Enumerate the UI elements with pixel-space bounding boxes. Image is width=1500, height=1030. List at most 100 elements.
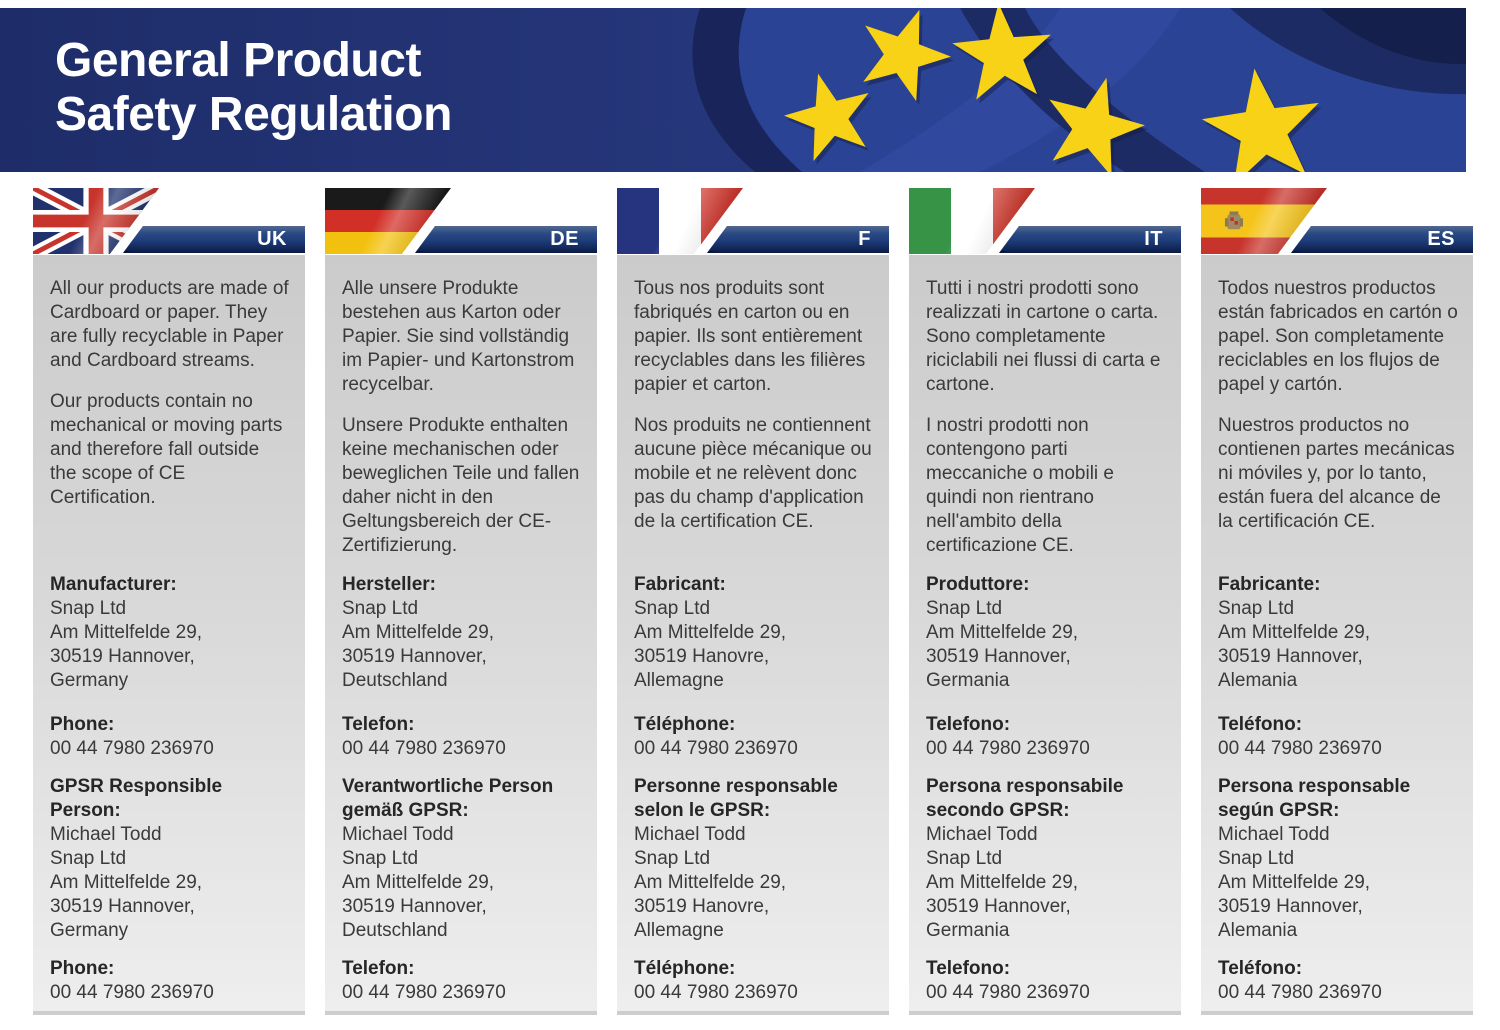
- ce-scope-paragraph-1: Unsere Produkte enthalten keine mechanis…: [342, 415, 580, 556]
- responsible-name-0: Michael Todd: [50, 824, 162, 845]
- phone-block-3: Telefono: 00 44 7980 236970: [926, 713, 1166, 761]
- responsible-city-3: 30519 Hannover,: [926, 896, 1071, 917]
- phone-block-2-0: Phone: 00 44 7980 236970: [50, 957, 290, 1005]
- responsible-company-4: Snap Ltd: [1218, 848, 1295, 869]
- info-panel-4: Todos nuestros productos están fabricado…: [1201, 255, 1473, 1015]
- country-panel-3: IT: [909, 188, 1181, 1015]
- responsible-city-2: 30519 Hanovre,: [634, 896, 770, 917]
- phone-block-2: Téléphone: 00 44 7980 236970: [634, 713, 874, 761]
- header-banner: General Product Safety Regulation: [0, 8, 1466, 172]
- responsible-name-1: Michael Todd: [342, 824, 454, 845]
- manufacturer-city-4: 30519 Hannover,: [1218, 646, 1363, 667]
- recyclability-paragraph-3: Tutti i nostri prodotti sono realizzati …: [926, 278, 1161, 395]
- manufacturer-label-2: Fabricant:: [634, 574, 726, 595]
- phone-label-3: Telefono:: [926, 714, 1011, 735]
- phone-value-2: 00 44 7980 236970: [634, 738, 798, 759]
- responsible-street-3: Am Mittelfelde 29,: [926, 872, 1079, 893]
- responsible-label-4: Persona responsable según GPSR:: [1218, 776, 1411, 821]
- phone2-label-3: Telefono:: [926, 958, 1011, 979]
- responsible-city-0: 30519 Hannover,: [50, 896, 195, 917]
- country-code-label-2: F: [858, 228, 871, 250]
- responsible-street-1: Am Mittelfelde 29,: [342, 872, 495, 893]
- phone-block-4: Teléfono: 00 44 7980 236970: [1218, 713, 1458, 761]
- manufacturer-name-2: Snap Ltd: [634, 598, 711, 619]
- responsible-country-0: Germany: [50, 920, 129, 941]
- info-panel-1: Alle unsere Produkte bestehen aus Karton…: [325, 255, 597, 1015]
- recyclability-paragraph-0: All our products are made of Cardboard o…: [50, 278, 289, 371]
- manufacturer-block-2: Fabricant: Snap Ltd Am Mittelfelde 29, 3…: [634, 573, 874, 693]
- manufacturer-city-1: 30519 Hannover,: [342, 646, 487, 667]
- country-tab-4: ES: [1276, 226, 1473, 253]
- responsible-name-3: Michael Todd: [926, 824, 1038, 845]
- manufacturer-street-2: Am Mittelfelde 29,: [634, 622, 787, 643]
- manufacturer-label-4: Fabricante:: [1218, 574, 1321, 595]
- phone2-value-3: 00 44 7980 236970: [926, 982, 1090, 1003]
- es-coat-of-arms: [1224, 211, 1243, 230]
- manufacturer-country-1: Deutschland: [342, 670, 448, 691]
- responsible-country-4: Alemania: [1218, 920, 1298, 941]
- phone-block-0: Phone: 00 44 7980 236970: [50, 713, 290, 761]
- responsible-city-4: 30519 Hannover,: [1218, 896, 1363, 917]
- manufacturer-country-3: Germania: [926, 670, 1010, 691]
- page-title-line1: General Product: [55, 34, 421, 87]
- phone2-value-1: 00 44 7980 236970: [342, 982, 506, 1003]
- phone-block-2-3: Telefono: 00 44 7980 236970: [926, 957, 1166, 1005]
- country-panel-2: F: [617, 188, 889, 1015]
- responsible-country-2: Allemagne: [634, 920, 724, 941]
- responsible-person-block-1: Verantwortliche Person gemäß GPSR: Micha…: [342, 775, 582, 943]
- flag-tab-header-0: UK: [33, 188, 305, 255]
- manufacturer-name-1: Snap Ltd: [342, 598, 419, 619]
- recyclability-paragraph-2: Tous nos produits sont fabriqués en cart…: [634, 278, 866, 395]
- country-panel-0: UK: [33, 188, 305, 1015]
- manufacturer-name-3: Snap Ltd: [926, 598, 1003, 619]
- phone-value-3: 00 44 7980 236970: [926, 738, 1090, 759]
- intro-paragraphs-1: Alle unsere Produkte bestehen aus Karton…: [342, 277, 582, 575]
- phone-label-1: Telefon:: [342, 714, 415, 735]
- country-tab-2: F: [692, 226, 889, 253]
- manufacturer-country-2: Allemagne: [634, 670, 724, 691]
- manufacturer-city-0: 30519 Hannover,: [50, 646, 195, 667]
- responsible-street-2: Am Mittelfelde 29,: [634, 872, 787, 893]
- ce-scope-paragraph-0: Our products contain no mechanical or mo…: [50, 391, 283, 508]
- responsible-person-block-0: GPSR Responsible Person: Michael Todd Sn…: [50, 775, 290, 943]
- page-title: General Product Safety Regulation: [55, 34, 452, 142]
- responsible-company-0: Snap Ltd: [50, 848, 127, 869]
- responsible-name-2: Michael Todd: [634, 824, 746, 845]
- phone2-value-0: 00 44 7980 236970: [50, 982, 214, 1003]
- phone2-label-4: Teléfono:: [1218, 958, 1303, 979]
- manufacturer-street-3: Am Mittelfelde 29,: [926, 622, 1079, 643]
- manufacturer-name-0: Snap Ltd: [50, 598, 127, 619]
- country-panel-1: DE: [325, 188, 597, 1015]
- responsible-company-3: Snap Ltd: [926, 848, 1003, 869]
- intro-paragraphs-2: Tous nos produits sont fabriqués en cart…: [634, 277, 874, 551]
- manufacturer-label-0: Manufacturer:: [50, 574, 177, 595]
- flag-tab-header-1: DE: [325, 188, 597, 255]
- manufacturer-name-4: Snap Ltd: [1218, 598, 1295, 619]
- manufacturer-street-0: Am Mittelfelde 29,: [50, 622, 203, 643]
- country-code-label-3: IT: [1144, 228, 1163, 250]
- phone2-label-1: Telefon:: [342, 958, 415, 979]
- manufacturer-city-3: 30519 Hannover,: [926, 646, 1071, 667]
- country-tab-1: DE: [400, 226, 597, 253]
- phone-label-4: Teléfono:: [1218, 714, 1303, 735]
- eu-flag-artwork: [0, 8, 1466, 172]
- responsible-name-4: Michael Todd: [1218, 824, 1330, 845]
- manufacturer-label-3: Produttore:: [926, 574, 1030, 595]
- info-panel-0: All our products are made of Cardboard o…: [33, 255, 305, 1015]
- manufacturer-label-1: Hersteller:: [342, 574, 436, 595]
- ce-scope-paragraph-3: I nostri prodotti non contengono parti m…: [926, 415, 1114, 556]
- responsible-person-block-2: Personne responsable selon le GPSR: Mich…: [634, 775, 874, 943]
- country-tab-0: UK: [108, 226, 305, 253]
- phone-block-1: Telefon: 00 44 7980 236970: [342, 713, 582, 761]
- manufacturer-country-0: Germany: [50, 670, 129, 691]
- phone2-value-2: 00 44 7980 236970: [634, 982, 798, 1003]
- responsible-person-block-4: Persona responsable según GPSR: Michael …: [1218, 775, 1458, 943]
- flag-tab-header-4: ES: [1201, 188, 1473, 255]
- manufacturer-street-1: Am Mittelfelde 29,: [342, 622, 495, 643]
- phone2-label-2: Téléphone:: [634, 958, 736, 979]
- recyclability-paragraph-1: Alle unsere Produkte bestehen aus Karton…: [342, 278, 575, 395]
- info-panel-2: Tous nos produits sont fabriqués en cart…: [617, 255, 889, 1015]
- responsible-person-block-3: Persona responsabile secondo GPSR: Micha…: [926, 775, 1166, 943]
- intro-paragraphs-3: Tutti i nostri prodotti sono realizzati …: [926, 277, 1166, 575]
- page-title-line2: Safety Regulation: [55, 88, 452, 141]
